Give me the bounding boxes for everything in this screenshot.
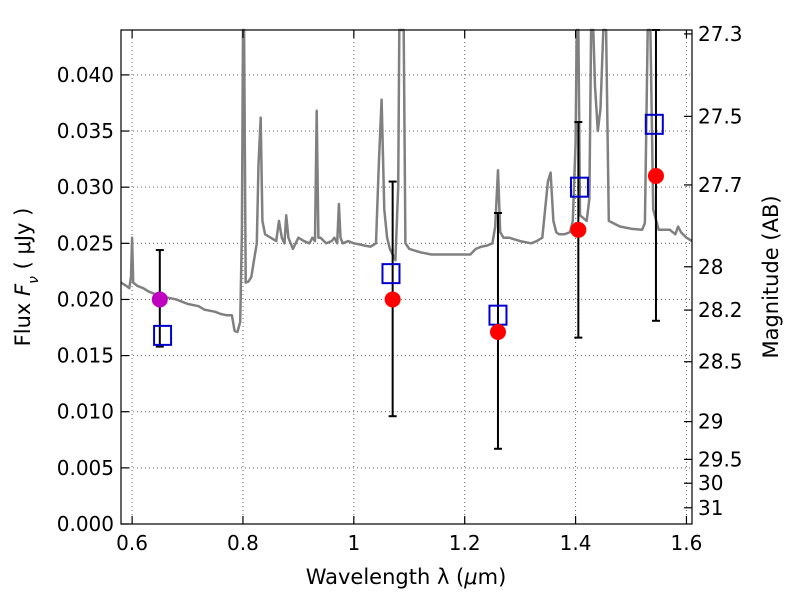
x-tick-label: 1.4 — [560, 531, 592, 555]
mag-tick-label: 29 — [698, 410, 723, 434]
mag-tick-label: 28.5 — [698, 350, 743, 374]
mag-tick-label: 29.5 — [698, 447, 743, 471]
model-point — [569, 176, 589, 198]
y-tick-label: 0.040 — [57, 63, 114, 87]
observed-point — [570, 221, 587, 238]
observed-point — [384, 291, 401, 308]
model-point — [381, 263, 401, 285]
mag-tick-label: 27.3 — [698, 22, 743, 46]
y-tick-label: 0.035 — [57, 119, 114, 143]
observed-point — [647, 167, 664, 184]
ticks: 0.6 0.8 1 1.2 1.4 1.6 0.000 0.005 0.010 0.015 0.02… — [57, 22, 743, 555]
model-point — [644, 113, 664, 135]
spectrum-layer — [120, 28, 693, 334]
x-tick-label: 0.8 — [227, 531, 259, 555]
x-tick-label: 0.6 — [116, 531, 148, 555]
y-tick-label: 0.005 — [57, 456, 114, 480]
x-tick-label: 1.2 — [449, 531, 481, 555]
marker-layer — [151, 113, 664, 346]
mag-tick-label: 28 — [698, 255, 723, 279]
model-point — [153, 324, 173, 346]
observed-point — [489, 324, 506, 341]
plot-frame — [120, 29, 693, 525]
y-tick-label: 0.020 — [57, 287, 114, 311]
model-spectrum-line — [120, 28, 693, 334]
mag-tick-label: 27.7 — [698, 173, 743, 197]
y-tick-label: 0.030 — [57, 175, 114, 199]
y-axis-label: Flux Fν ( μJy ) — [11, 208, 42, 347]
mag-tick-label: 27.5 — [698, 104, 743, 128]
y-tick-label: 0.010 — [57, 400, 114, 424]
mag-tick-label: 28.2 — [698, 298, 743, 322]
observed-point — [151, 291, 168, 308]
x-tick-label: 1 — [347, 531, 360, 555]
y-tick-label: 0.025 — [57, 231, 114, 255]
x-axis-label: Wavelength λ (μm) — [306, 565, 507, 589]
mag-tick-label: 31 — [698, 496, 723, 520]
mag-tick-label: 30 — [698, 471, 723, 495]
y-tick-label: 0.000 — [57, 512, 114, 536]
y2-axis-label: Magnitude (AB) — [759, 195, 783, 358]
x-tick-label: 1.6 — [671, 531, 703, 555]
y-tick-label: 0.015 — [57, 344, 114, 368]
